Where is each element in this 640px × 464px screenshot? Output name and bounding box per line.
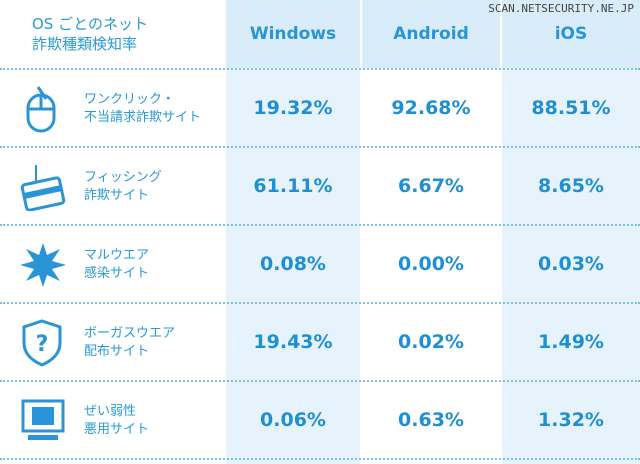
column-header: Windows: [249, 24, 337, 44]
row-label: マルウエア感染サイト: [84, 247, 149, 283]
row-label-line: 悪用サイト: [84, 422, 150, 437]
cell-value: 1.49%: [538, 331, 604, 353]
row-separator: [0, 146, 640, 148]
cell-value: 92.68%: [391, 97, 471, 119]
cell-value: 0.63%: [398, 409, 464, 431]
ios-column: [502, 0, 640, 464]
cell-value: 0.03%: [538, 253, 604, 275]
windows-column: [226, 0, 360, 464]
header-cell: [502, 0, 640, 68]
row-label-line: ワンクリック・: [84, 92, 175, 107]
row-label-line: ぜい弱性: [84, 404, 137, 419]
watermark: SCAN.NETSECURITY.NE.JP: [488, 2, 634, 15]
cell-value: 0.00%: [398, 253, 464, 275]
row-separator: [0, 68, 640, 70]
row-label-line: ボーガスウエア: [84, 326, 176, 341]
cell-value: 6.67%: [398, 175, 464, 197]
title: OS ごとのネット 詐欺種類検知率: [32, 14, 148, 54]
cell-value: 61.11%: [253, 175, 333, 197]
header-cell: [226, 0, 360, 68]
cell-value: 19.32%: [253, 97, 333, 119]
header-cell: [362, 0, 500, 68]
cell-value: 0.06%: [260, 409, 326, 431]
row-separator: [0, 302, 640, 304]
row-label: ぜい弱性 悪用サイト: [84, 403, 149, 439]
column-header: Android: [393, 24, 469, 44]
cell-value: 8.65%: [538, 175, 604, 197]
row-label-line: 配布サイト: [84, 344, 150, 359]
row-icon: [20, 243, 66, 287]
row-icon: ?: [22, 319, 62, 367]
title-line: 詐欺種類検知率: [32, 35, 138, 53]
row-icon: [26, 86, 56, 133]
row-label: ワンクリック・不当請求詐欺サイト: [84, 91, 201, 127]
row-separator: [0, 224, 640, 226]
row-icon: [21, 399, 65, 440]
row-label-line: 不当請求詐欺サイト: [84, 110, 202, 125]
cell-value: 0.08%: [260, 253, 326, 275]
cell-value: 19.43%: [253, 331, 333, 353]
row-icon: [20, 165, 66, 211]
cell-value: 88.51%: [531, 97, 611, 119]
svg-text:?: ?: [36, 332, 49, 357]
row-label-line: フィッシング: [84, 170, 162, 185]
row-separator: [0, 458, 640, 460]
row-label: ボーガスウエア 配布サイト: [84, 325, 175, 361]
cell-value: 0.02%: [398, 331, 464, 353]
row-label: フィッシング 詐欺サイト: [84, 169, 162, 205]
title-line: OS ごとのネット: [32, 15, 148, 33]
column-header: iOS: [554, 24, 588, 44]
row-label-line: 詐欺サイト: [84, 188, 150, 203]
cell-value: 1.32%: [538, 409, 604, 431]
row-label-line: マルウエア: [84, 248, 150, 263]
row-label-line: 感染サイト: [84, 266, 150, 281]
row-separator: [0, 380, 640, 382]
